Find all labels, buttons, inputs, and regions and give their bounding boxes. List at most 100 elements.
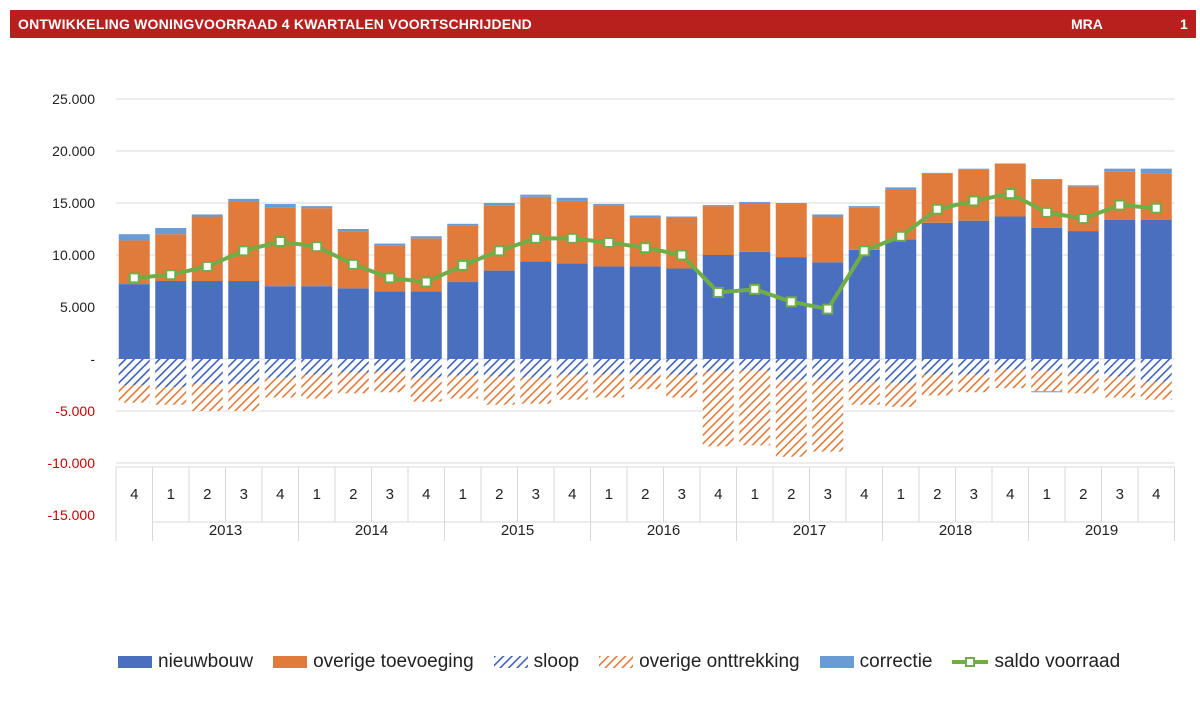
bar-sloop [228,359,260,384]
bar-correctie [1031,391,1063,393]
quarter-label: 1 [605,486,613,503]
legend-swatch-correctie [819,656,854,668]
bar-nieuwbouw [885,239,917,359]
quarter-label: 4 [1006,486,1014,503]
bar-correctie [629,215,661,218]
year-label: 2019 [1085,522,1118,539]
bar-overige-onttrekking [958,374,990,393]
bar-correctie [374,243,406,246]
bar-nieuwbouw [556,263,588,359]
bar-nieuwbouw [118,284,150,359]
quarter-label: 3 [532,486,540,503]
quarter-label: 3 [386,486,394,503]
bar-correctie [410,236,442,239]
bar-overige-onttrekking [1067,373,1099,394]
bar-correctie [593,204,625,206]
saldo-voorraad-marker [1150,202,1162,214]
quarter-label: 1 [167,486,175,503]
bar-correctie [447,223,479,226]
bar-overige-toevoeging [1067,186,1099,232]
year-label: 2016 [647,522,680,539]
saldo-voorraad-marker [128,272,140,284]
saldo-voorraad-marker [165,269,177,281]
bar-overige-onttrekking [812,379,844,452]
bar-correctie [921,172,953,174]
bar-sloop [739,359,771,371]
bar-sloop [1067,359,1099,374]
bar-sloop [447,359,479,376]
year-label: 2015 [501,522,534,539]
bar-nieuwbouw [374,291,406,359]
bar-correctie [556,197,588,201]
quarter-label: 2 [641,486,649,503]
bar-overige-toevoeging [848,207,880,250]
bar-sloop [301,359,333,375]
bar-overige-toevoeging [228,201,260,281]
saldo-voorraad-marker [1077,213,1089,225]
bar-overige-toevoeging [556,200,588,264]
saldo-voorraad-marker [785,296,797,308]
bar-correctie [301,206,333,209]
bar-nieuwbouw [739,251,771,359]
bar-sloop [812,359,844,380]
bar-sloop [958,359,990,375]
y-tick-label: -5.000 [55,403,95,419]
bar-overige-toevoeging [629,217,661,267]
bar-sloop [264,359,296,378]
bar-nieuwbouw [921,222,953,359]
bar-nieuwbouw [264,286,296,359]
quarter-label: 3 [970,486,978,503]
bar-sloop [848,359,880,382]
saldo-voorraad-marker [1114,199,1126,211]
legend-label-overige-onttrekking: overige onttrekking [639,651,800,672]
header-bar: ONTWIKKELING WONINGVOORRAAD 4 KWARTALEN … [10,10,1196,38]
bar-correctie [228,198,260,202]
bar-nieuwbouw [483,270,515,359]
bar-sloop [885,359,917,383]
bar-sloop [374,359,406,372]
bar-overige-onttrekking [921,374,953,396]
bar-nieuwbouw [337,288,369,359]
bar-overige-toevoeging [520,196,552,262]
bar-correctie [812,214,844,217]
legend-swatch-overige-toevoeging [273,656,308,668]
legend-label-correctie: correctie [859,651,933,672]
bar-sloop [556,359,588,375]
year-label: 2013 [209,522,242,539]
quarter-label: 2 [933,486,941,503]
year-label: 2014 [355,522,388,539]
saldo-voorraad-marker [1041,206,1053,218]
bar-overige-onttrekking [264,377,296,398]
bar-correctie [155,227,187,235]
bar-overige-toevoeging [1031,179,1063,228]
bar-overige-toevoeging [739,203,771,252]
bar-overige-toevoeging [812,216,844,263]
legend-label-overige-toevoeging: overige toevoeging [313,651,474,672]
bar-overige-onttrekking [1140,381,1172,400]
bar-nieuwbouw [775,257,807,359]
quarter-label: 4 [714,486,722,503]
bar-correctie [520,194,552,197]
bar-nieuwbouw [666,268,698,359]
quarter-label: 4 [276,486,284,503]
bar-nieuwbouw [228,281,260,359]
saldo-voorraad-marker [931,203,943,215]
bar-correctie [337,229,369,232]
bar-overige-onttrekking [994,369,1026,389]
legend-swatch-sloop [493,656,528,668]
saldo-voorraad-marker [274,235,286,247]
saldo-voorraad-marker [384,272,396,284]
bar-correctie [118,234,150,241]
bar-sloop [191,359,223,384]
bar-nieuwbouw [958,220,990,359]
bar-correctie [885,187,917,190]
y-tick-label: 20.000 [52,143,95,159]
quarter-label: 1 [459,486,467,503]
saldo-voorraad-marker [238,245,250,257]
saldo-voorraad-marker [712,286,724,298]
bar-overige-onttrekking [118,385,150,403]
bar-nieuwbouw [1104,219,1136,359]
saldo-voorraad-marker [311,241,323,253]
bar-overige-toevoeging [1104,171,1136,220]
